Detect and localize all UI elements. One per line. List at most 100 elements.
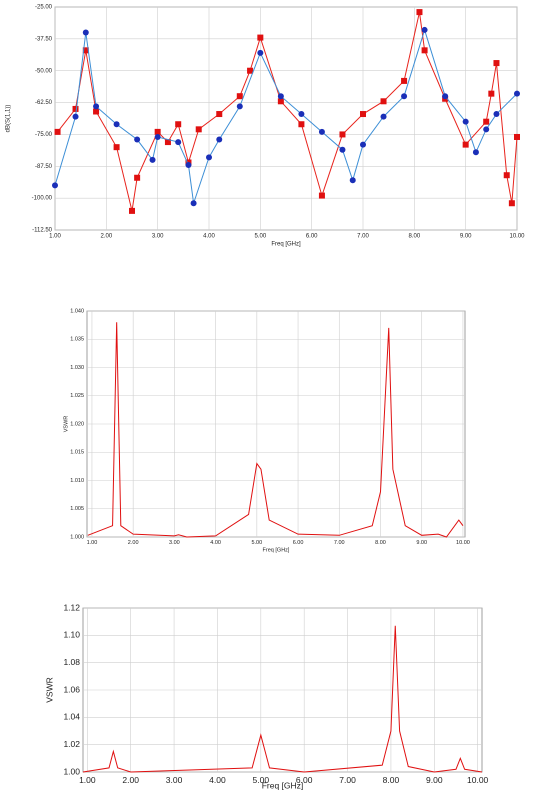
x-tick-label: 7.00 [339, 775, 356, 785]
y-tick-label: 1.015 [70, 450, 84, 456]
marker [493, 111, 500, 118]
marker [380, 113, 387, 120]
x-tick-label: 2.00 [100, 234, 112, 240]
x-tick-label: 9.00 [426, 775, 443, 785]
x-tick-label: 7.00 [334, 540, 345, 546]
x-tick-label: 4.00 [209, 775, 226, 785]
marker [52, 182, 58, 189]
y-tick-label: 1.12 [63, 602, 80, 612]
y-tick-label: 1.030 [70, 365, 84, 371]
y-axis-label: VSWR [63, 416, 69, 433]
y-tick-label: 1.025 [70, 393, 84, 399]
chart: 1.00 1.02 1.04 1.06 1.08 1.10 1.12 1.00 2.00 3.00… [44, 602, 488, 790]
marker [493, 60, 500, 67]
x-tick-label: 10.00 [456, 540, 470, 546]
x-tick-label: 10.00 [509, 234, 525, 240]
marker [216, 136, 223, 143]
y-tick-label: 1.00 [63, 766, 80, 776]
x-tick-label: 4.00 [203, 234, 215, 240]
marker [164, 139, 171, 146]
x-tick-label: 10.00 [467, 775, 489, 785]
chart: 1.000 1.005 1.010 1.015 1.020 1.025 1.030 1.035… [63, 308, 469, 553]
x-tick-label: 8.00 [408, 234, 420, 240]
marker [134, 174, 141, 181]
y-tick-label: 1.035 [70, 337, 84, 343]
marker [349, 177, 356, 184]
y-tick-label: 1.010 [70, 478, 84, 484]
marker [401, 93, 408, 100]
marker [185, 162, 192, 169]
series-line [82, 625, 483, 773]
x-tick-label: 8.00 [383, 775, 400, 785]
x-axis-label: Freq [GHz] [271, 242, 301, 248]
marker [113, 144, 120, 151]
x-tick-label: 2.00 [128, 540, 139, 546]
marker [134, 136, 141, 143]
marker [175, 121, 182, 128]
marker [421, 47, 428, 54]
marker [257, 49, 264, 56]
y-axis-label: VSWR [44, 677, 54, 703]
marker [503, 172, 510, 179]
x-tick-label: 9.00 [416, 540, 427, 546]
marker [82, 29, 89, 36]
marker [129, 207, 135, 214]
marker [54, 128, 61, 135]
marker [416, 9, 423, 16]
marker [462, 141, 469, 148]
marker [93, 108, 100, 115]
marker [236, 103, 243, 110]
marker [236, 93, 243, 100]
x-tick-label: 5.00 [253, 775, 270, 785]
x-tick-label: 6.00 [296, 775, 313, 785]
y-tick-label: -87.50 [35, 164, 53, 170]
series-line [87, 322, 464, 538]
marker [339, 146, 346, 153]
x-tick-label: 2.00 [122, 775, 139, 785]
marker [113, 121, 120, 128]
x-tick-label: 9.00 [460, 234, 472, 240]
marker [318, 128, 325, 135]
x-tick-label: 3.00 [169, 540, 180, 546]
marker [472, 149, 479, 156]
x-axis-label: Freq [GHz] [262, 780, 304, 790]
marker [508, 200, 515, 207]
x-tick-label: 5.00 [254, 234, 266, 240]
x-axis-label: Freq [GHz] [263, 547, 290, 553]
y-tick-label: -50.00 [35, 68, 53, 74]
y-tick-label: 1.020 [70, 421, 84, 427]
y-tick-label: 1.000 [70, 534, 84, 540]
marker [195, 126, 202, 133]
y-tick-label: 1.005 [70, 506, 84, 512]
y-tick-label: -112.50 [32, 228, 53, 234]
marker [360, 111, 366, 118]
x-tick-label: 1.00 [87, 540, 98, 546]
chart: -25.00 -37.50 -50.00 -62.50 -75.00 -87.50 -100… [6, 5, 526, 248]
y-tick-label: -25.00 [35, 5, 53, 11]
marker [93, 103, 100, 110]
marker [483, 126, 490, 133]
marker [401, 77, 408, 84]
marker [257, 34, 264, 41]
marker [318, 192, 325, 199]
marker [514, 133, 520, 140]
marker [82, 47, 89, 54]
marker [247, 67, 254, 74]
y-tick-label: -37.50 [35, 36, 53, 42]
y-tick-label: -100.00 [32, 196, 53, 202]
marker [483, 118, 490, 125]
marker [149, 156, 156, 163]
marker [154, 128, 161, 135]
x-tick-label: 1.00 [79, 775, 96, 785]
marker [442, 93, 449, 100]
x-tick-label: 6.00 [293, 540, 304, 546]
y-tick-label: 1.10 [63, 630, 80, 640]
marker [462, 118, 469, 125]
plot-area [54, 6, 518, 231]
x-tick-label: 1.00 [49, 234, 61, 240]
marker [175, 139, 182, 146]
marker [154, 133, 161, 140]
y-axis-label: dB(S(1,1)) [6, 105, 12, 133]
marker [190, 200, 197, 207]
